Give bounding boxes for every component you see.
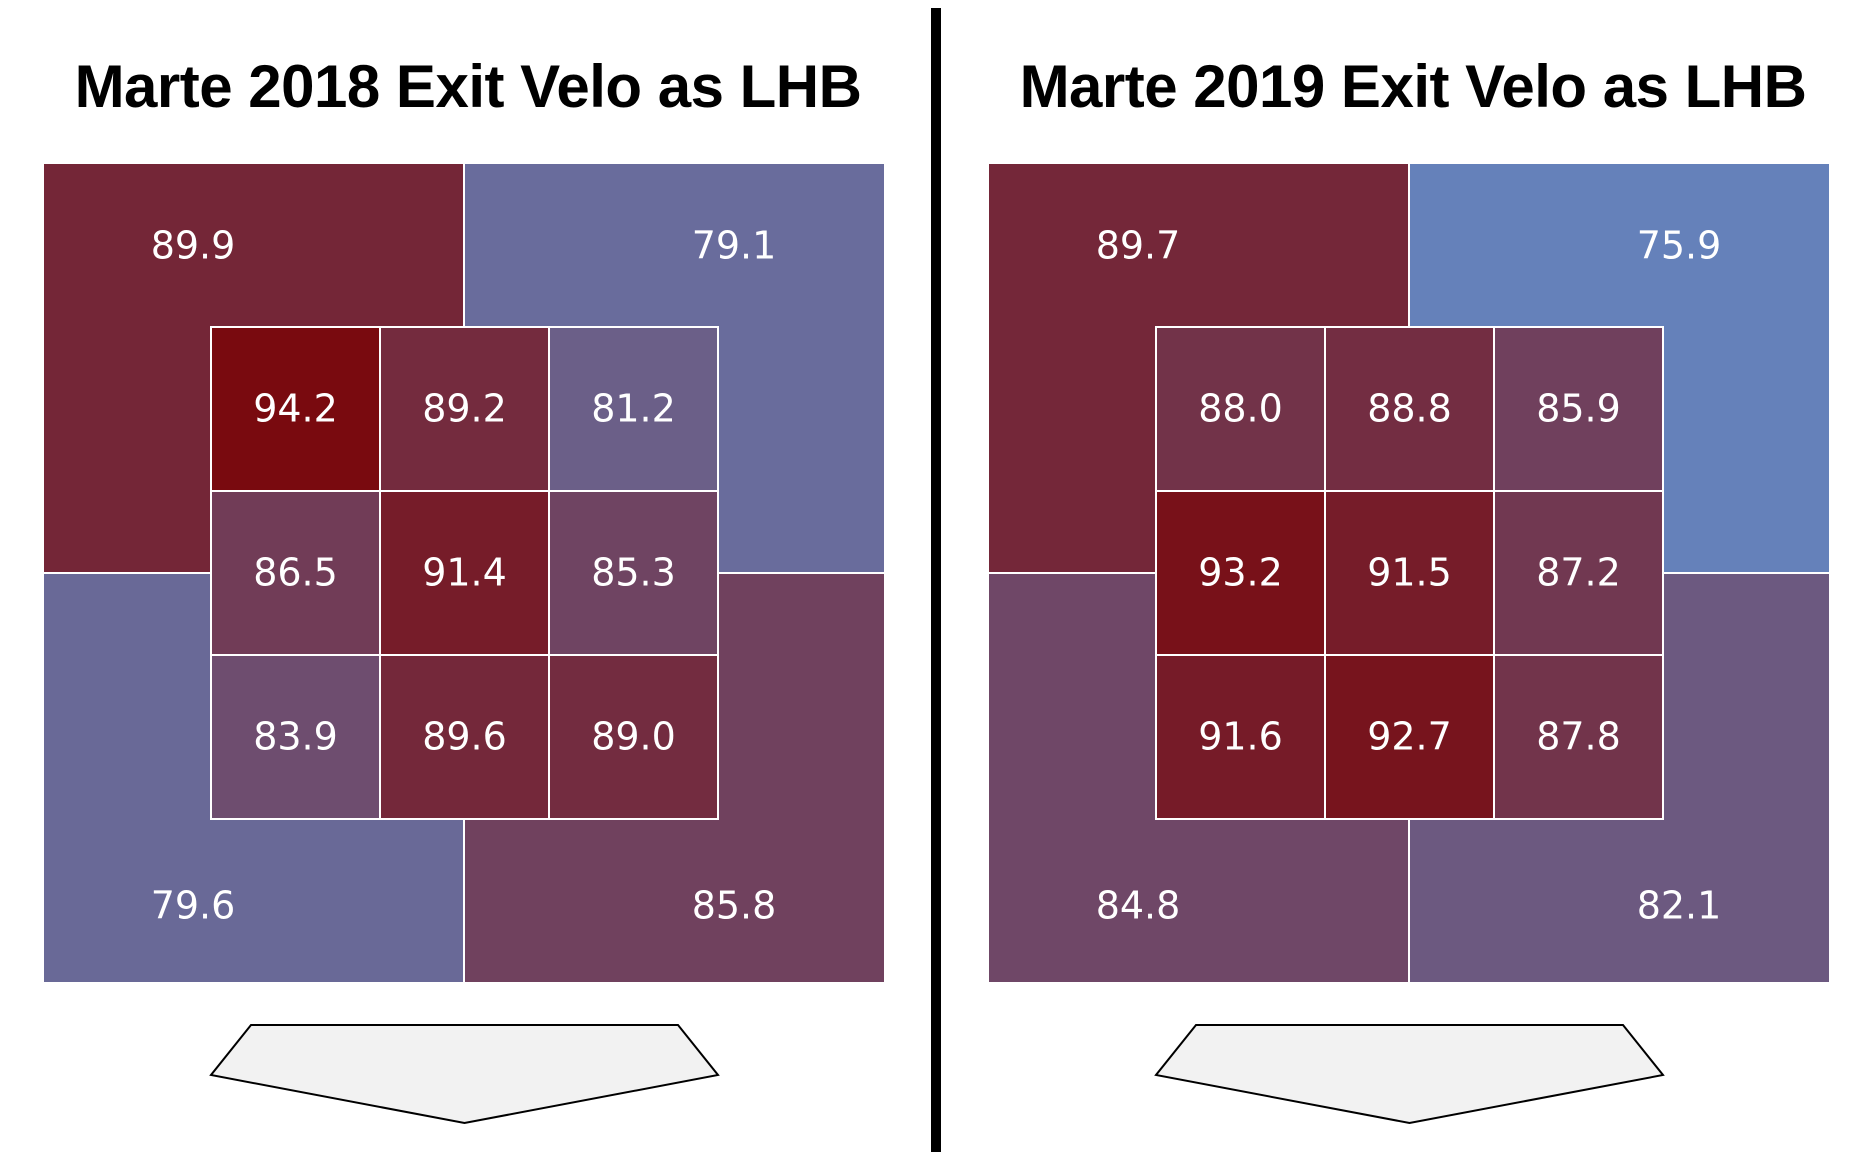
zone-cell-value: 88.0 — [1198, 387, 1283, 431]
outer-zone-value: 85.8 — [692, 884, 777, 928]
home-plate — [209, 1024, 720, 1125]
zone-cell-value: 91.5 — [1367, 551, 1452, 595]
zone-cell-value: 88.8 — [1367, 387, 1452, 431]
zone-cell — [1155, 654, 1326, 820]
zone-cell — [210, 654, 381, 820]
chart-title: Marte 2019 Exit Velo as LHB — [1019, 53, 1807, 120]
zone-cell — [379, 490, 550, 656]
zone-cell — [1493, 654, 1664, 820]
zone-cell-value: 81.2 — [591, 387, 676, 431]
zone-cell — [1155, 490, 1326, 656]
chart-title: Marte 2018 Exit Velo as LHB — [74, 53, 862, 120]
zone-cell — [1155, 326, 1326, 492]
zone-cell-value: 92.7 — [1367, 715, 1452, 759]
zone-cell — [1493, 490, 1664, 656]
zone-cell — [379, 654, 550, 820]
zone-cell-value: 83.9 — [253, 715, 338, 759]
zone-cell-value: 89.6 — [422, 715, 507, 759]
zone-cell — [1324, 654, 1495, 820]
panel-divider — [931, 8, 941, 1152]
zone-cell — [210, 490, 381, 656]
outer-zone-value: 84.8 — [1096, 884, 1181, 928]
zone-cell-value: 89.0 — [591, 715, 676, 759]
zone-cell — [548, 654, 719, 820]
outer-zone-value: 75.9 — [1637, 224, 1722, 268]
outer-zone-value: 89.7 — [1096, 224, 1181, 268]
home-plate — [1154, 1024, 1665, 1125]
zone-cell — [1493, 326, 1664, 492]
outer-zone-value: 82.1 — [1637, 884, 1722, 928]
zone-cell-value: 93.2 — [1198, 551, 1283, 595]
strike-zone-chart-2018: 89.9 79.1 79.6 85.8 94.2 89.2 81.2 86.5 91.4 85.3… — [42, 162, 886, 1125]
zone-cell-value: 87.2 — [1536, 551, 1621, 595]
chart-panel-2019: Marte 2019 Exit Velo as LHB 89.7 75.9 84.8… — [945, 0, 1872, 1152]
outer-zone-value: 79.1 — [692, 224, 777, 268]
zone-cell-value: 86.5 — [253, 551, 338, 595]
strike-zone-chart-2019: 89.7 75.9 84.8 82.1 88.0 88.8 85.9 93.2 91.5 87.2… — [987, 162, 1831, 1125]
zone-cell-value: 91.6 — [1198, 715, 1283, 759]
zone-cell-value: 87.8 — [1536, 715, 1621, 759]
zone-cell-value: 85.3 — [591, 551, 676, 595]
zone-cell — [548, 490, 719, 656]
outer-zone-value: 89.9 — [151, 224, 236, 268]
chart-panel-2018: Marte 2018 Exit Velo as LHB 89.9 79.1 79.6… — [42, 53, 886, 1125]
zone-cell-value: 89.2 — [422, 387, 507, 431]
zone-cell-value: 94.2 — [253, 387, 338, 431]
outer-zone-value: 79.6 — [151, 884, 236, 928]
zone-cell-value: 91.4 — [422, 551, 507, 595]
zone-cell — [548, 326, 719, 492]
zone-cell-value: 85.9 — [1536, 387, 1621, 431]
